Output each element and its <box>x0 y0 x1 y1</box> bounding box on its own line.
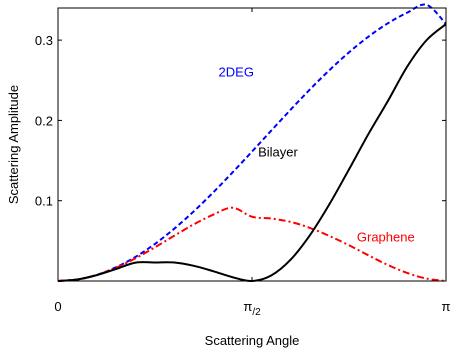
x-tick-label: 0 <box>54 299 61 314</box>
x-axis-title: Scattering Angle <box>205 333 300 348</box>
labels: 2DEG Bilayer Graphene <box>219 64 415 244</box>
x-tick-label: π/2 <box>243 299 261 318</box>
y-tick-label: 0.2 <box>35 113 53 128</box>
series-line-graphene <box>57 206 447 282</box>
series-label-2deg: 2DEG <box>219 64 254 79</box>
series-label-bilayer: Bilayer <box>258 145 298 160</box>
y-tick-label: 0.1 <box>35 194 53 209</box>
ticks: 0 π/2 π 0.1 0.2 0.3 <box>35 8 451 318</box>
y-tick-label: 0.3 <box>35 33 53 48</box>
y-axis-title: Scattering Amplitude <box>6 85 21 204</box>
x-tick-label: π <box>442 299 451 314</box>
series-label-graphene: Graphene <box>357 230 415 245</box>
